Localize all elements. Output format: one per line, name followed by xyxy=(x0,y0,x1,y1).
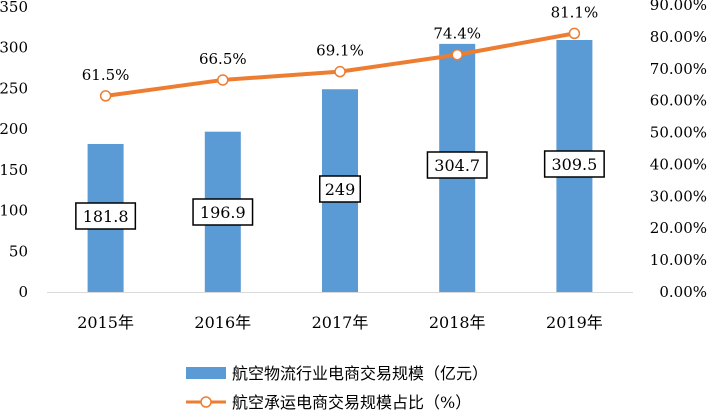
right-y-tick-label: 20.00% xyxy=(650,219,707,237)
right-y-tick-label: 50.00% xyxy=(650,124,707,142)
line-marker xyxy=(217,74,229,86)
line-data-label: 66.5% xyxy=(199,50,247,68)
x-category-label: 2015年 xyxy=(77,313,134,332)
left-y-tick-label: 350 xyxy=(0,0,28,16)
left-y-tick-label: 150 xyxy=(0,161,28,179)
bar-value-text: 249 xyxy=(325,180,356,199)
bar-value-box xyxy=(192,198,254,226)
bar-value-label: 196.9 xyxy=(192,198,254,226)
right-y-tick-label: 90.00% xyxy=(650,0,707,14)
left-y-tick-label: 0 xyxy=(18,283,28,301)
line-marker xyxy=(568,27,581,40)
line-marker xyxy=(334,65,346,78)
left-y-tick-label: 100 xyxy=(0,202,28,220)
left-y-axis: 0 50 100 150 200 250 300 350 xyxy=(0,0,28,301)
bar-value-text: 304.7 xyxy=(434,156,480,175)
bar-series xyxy=(87,39,593,292)
bar-value-label: 181.8 xyxy=(75,202,137,230)
legend-swatch-bar xyxy=(186,367,226,379)
legend-swatch-marker xyxy=(200,396,212,408)
line-marker xyxy=(99,90,112,102)
line-data-label: 69.1% xyxy=(316,42,364,60)
left-y-tick-label: 50 xyxy=(9,242,28,260)
line-series: 61.5% 66.5% 69.1% 74.4% 81.1% xyxy=(82,3,599,102)
right-y-axis: 0.00% 10.00% 20.00% 30.00% 40.00% 50.00% 60.00… xyxy=(650,0,707,301)
right-y-tick-label: 70.00% xyxy=(650,60,707,78)
bar-value-label: 309.5 xyxy=(543,150,605,178)
bar-value-label: 249 xyxy=(319,175,361,203)
legend: 航空物流行业电商交易规模（亿元） 航空承运电商交易规模占比（%） xyxy=(186,364,488,412)
line-marker xyxy=(451,48,463,61)
bar-value-box xyxy=(319,175,361,203)
left-y-tick-label: 300 xyxy=(0,39,28,57)
right-y-tick-label: 40.00% xyxy=(650,155,707,173)
right-y-tick-label: 30.00% xyxy=(650,187,707,205)
x-category-label: 2019年 xyxy=(546,313,603,332)
legend-label-bar: 航空物流行业电商交易规模（亿元） xyxy=(232,364,488,383)
bar-value-box xyxy=(426,151,488,179)
left-y-tick-label: 250 xyxy=(0,79,28,97)
right-y-tick-label: 0.00% xyxy=(659,283,707,301)
line-data-label: 74.4% xyxy=(433,25,481,43)
right-y-tick-label: 60.00% xyxy=(650,92,707,110)
bar-value-text: 309.5 xyxy=(551,155,597,174)
legend-label-line: 航空承运电商交易规模占比（%） xyxy=(232,393,471,412)
right-y-tick-label: 10.00% xyxy=(650,251,707,269)
x-category-label: 2018年 xyxy=(429,313,486,332)
x-category-label: 2017年 xyxy=(312,313,369,332)
bar-value-label: 304.7 xyxy=(426,151,488,179)
line-data-label: 61.5% xyxy=(82,66,130,84)
bar-data-labels: 181.8 196.9 249 304.7 309.5 xyxy=(75,150,605,230)
bar-value-box xyxy=(75,202,137,230)
bar-value-box xyxy=(543,150,605,178)
left-y-tick-label: 200 xyxy=(0,120,28,138)
x-axis-categories: 2015年 2016年 2017年 2018年 2019年 xyxy=(77,313,603,332)
bar-value-text: 181.8 xyxy=(83,207,129,226)
right-y-tick-label: 80.00% xyxy=(650,28,707,46)
x-category-label: 2016年 xyxy=(194,313,251,332)
bar-value-text: 196.9 xyxy=(200,203,246,222)
line-data-label: 81.1% xyxy=(551,3,599,21)
